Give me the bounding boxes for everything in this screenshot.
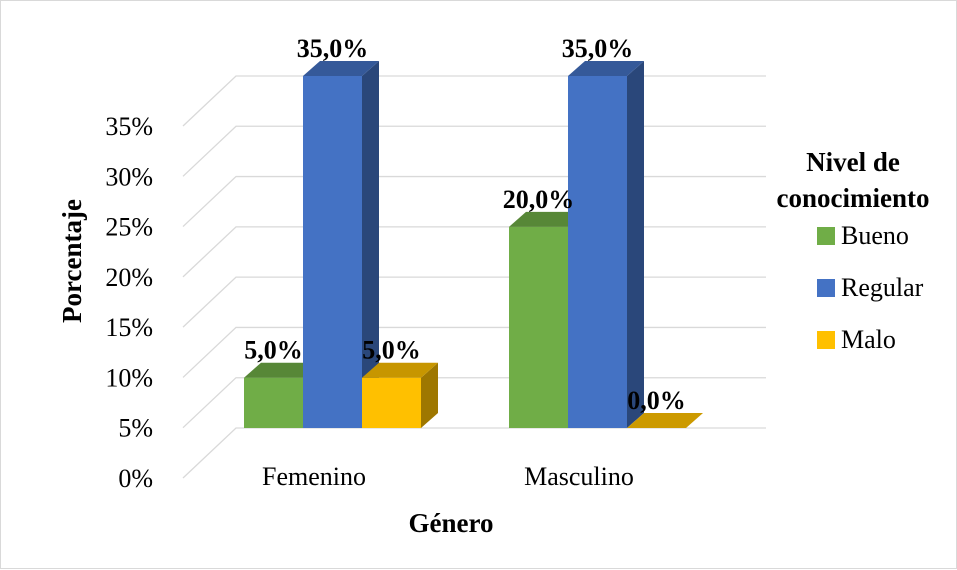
bar-malo-masculino	[627, 413, 703, 428]
bar-top	[627, 413, 703, 428]
y-tick-label: 10%	[105, 363, 153, 392]
y-tick-label: 35%	[105, 112, 153, 141]
y-tick-label: 30%	[105, 162, 153, 191]
data-label: 35,0%	[562, 34, 634, 63]
gridline	[182, 175, 766, 228]
gridline	[182, 125, 766, 177]
x-axis-categories: Femenino Masculino	[262, 462, 634, 491]
bar-side	[627, 61, 644, 428]
data-label: 35,0%	[297, 34, 369, 63]
bar-front	[244, 377, 303, 428]
bar-malo-femenino	[362, 362, 438, 428]
legend-swatch	[817, 331, 835, 349]
y-tick-label: 5%	[118, 414, 153, 443]
bar-front	[509, 226, 568, 428]
gridlines	[182, 75, 766, 479]
legend-swatch	[817, 227, 835, 245]
x-axis-title: Género	[409, 508, 494, 538]
bar-side	[421, 362, 438, 428]
legend-label: Regular	[841, 273, 924, 302]
bar-top	[509, 211, 585, 227]
bars	[244, 61, 703, 428]
bar-top	[244, 362, 320, 378]
legend-item-malo: Malo	[817, 325, 896, 354]
gridline	[182, 75, 766, 127]
bar-regular-masculino	[568, 61, 644, 428]
bar-side	[362, 61, 379, 428]
y-tick-label: 20%	[105, 263, 153, 292]
data-labels: 5,0% 35,0% 5,0% 20,0% 35,0% 0,0%	[244, 34, 686, 415]
legend-label: Bueno	[841, 221, 909, 250]
data-label: 0,0%	[627, 386, 686, 415]
y-tick-label: 15%	[105, 313, 153, 342]
legend-title: Nivel de	[806, 147, 900, 177]
bar-bueno-masculino	[509, 211, 585, 428]
bar-regular-femenino	[303, 61, 379, 428]
y-tick-label: 0%	[118, 464, 153, 493]
bar-top	[303, 61, 379, 76]
bar-front	[303, 76, 362, 428]
data-label: 5,0%	[244, 336, 303, 365]
legend-item-bueno: Bueno	[817, 221, 909, 250]
legend-label: Malo	[841, 325, 896, 354]
legend: Nivel de conocimiento Bueno Regular Malo	[777, 147, 930, 354]
y-axis-title: Porcentaje	[57, 199, 87, 323]
legend-swatch	[817, 279, 835, 297]
legend-title: conocimiento	[777, 183, 930, 213]
bar-top	[362, 362, 438, 378]
gridline	[182, 226, 766, 278]
bar-front	[568, 76, 627, 428]
data-label: 20,0%	[503, 185, 575, 214]
gridline	[182, 276, 766, 328]
bar-top	[568, 61, 644, 76]
x-category-label: Masculino	[524, 462, 634, 491]
data-label: 5,0%	[362, 336, 421, 365]
y-tick-label: 25%	[105, 213, 153, 242]
legend-item-regular: Regular	[817, 273, 924, 302]
x-category-label: Femenino	[262, 462, 366, 491]
y-axis-ticks: 0% 5% 10% 15% 20% 25% 30% 35%	[105, 112, 153, 493]
bar-front	[362, 377, 421, 428]
